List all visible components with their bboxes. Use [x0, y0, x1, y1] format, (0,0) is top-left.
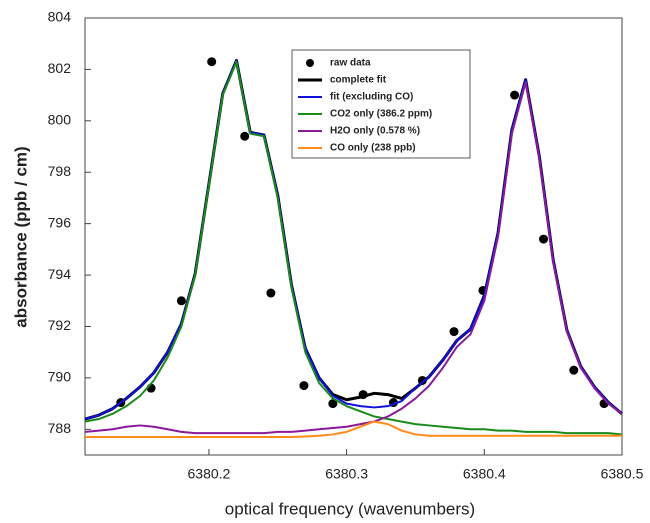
data-point [207, 57, 217, 67]
legend-box [291, 49, 471, 159]
legend-label: CO2 only (386.2 ppm) [330, 109, 432, 120]
x-tick-label: 6380.2 [188, 466, 231, 482]
x-tick-label: 6380.3 [325, 466, 368, 482]
y-tick-label: 802 [48, 60, 72, 76]
series-line [85, 420, 622, 439]
legend-label: complete fit [330, 75, 387, 86]
data-point [299, 381, 309, 391]
series-line [84, 81, 623, 435]
data-point [569, 365, 579, 375]
data-point [266, 288, 276, 298]
y-tick-label: 804 [48, 9, 72, 25]
y-tick-label: 788 [48, 420, 72, 436]
x-tick-label: 6380.4 [463, 466, 506, 482]
y-tick-label: 800 [48, 112, 72, 128]
plot-frame [84, 17, 623, 456]
y-tick-label: 796 [48, 214, 72, 230]
legend-label: H2O only (0.578 %) [330, 126, 420, 137]
x-axis-label: optical frequency (wavenumbers) [225, 499, 475, 518]
y-tick-label: 798 [48, 163, 72, 179]
legend-label: fit (excluding CO) [330, 92, 413, 103]
y-axis-label: absorbance (ppb / cm) [11, 146, 30, 327]
y-tick-label: 790 [48, 369, 72, 385]
legend-label: CO only (238 ppb) [330, 143, 416, 154]
data-point [539, 234, 549, 244]
data-point [449, 327, 459, 337]
data-point [176, 296, 186, 306]
data-point [510, 90, 520, 100]
y-tick-label: 794 [48, 266, 72, 282]
x-tick-label: 6380.5 [601, 466, 644, 482]
series-line [84, 60, 623, 436]
y-tick-label: 792 [48, 317, 72, 333]
data-point [328, 399, 338, 409]
legend-label: raw data [330, 58, 371, 69]
data-point [240, 131, 250, 141]
legend-marker [306, 59, 314, 67]
